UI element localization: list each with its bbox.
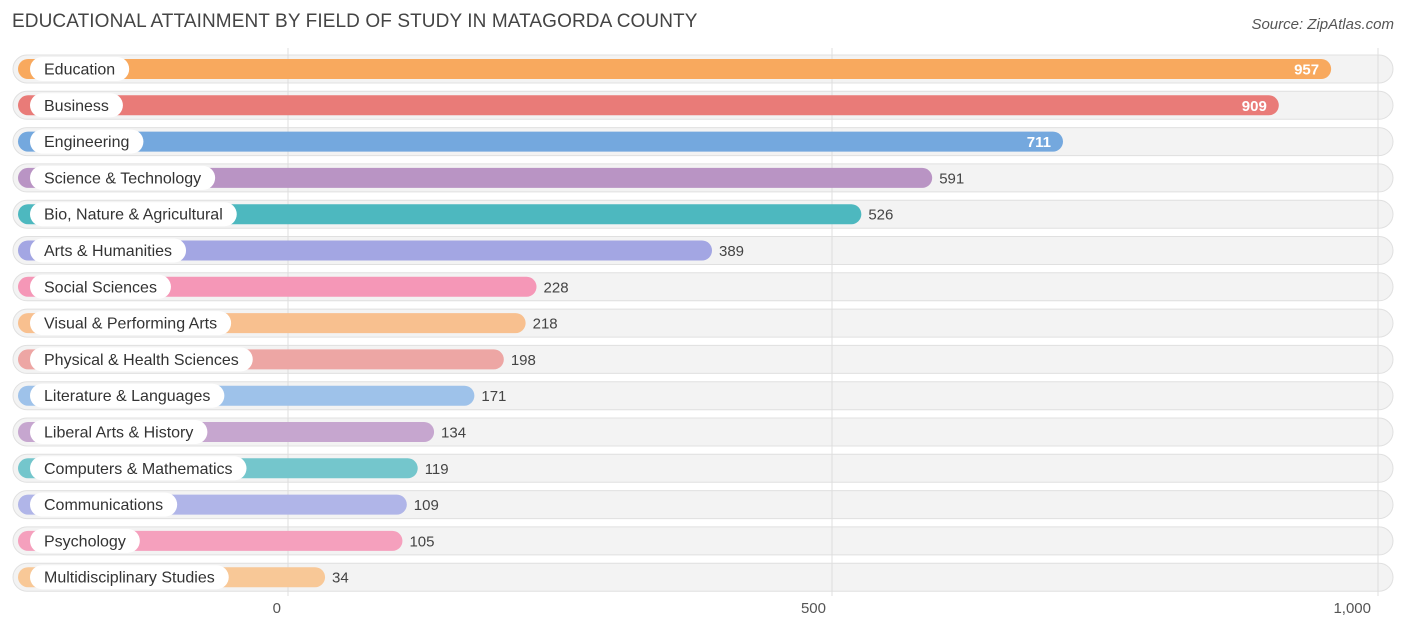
value-label: 526 [868, 207, 893, 224]
value-label: 957 [1294, 62, 1319, 79]
bar [18, 95, 1279, 116]
value-label: 389 [719, 243, 744, 260]
category-label: Psychology [44, 533, 126, 550]
category-label-pill [30, 347, 253, 372]
value-label: 109 [414, 497, 439, 514]
x-tick-label: 0 [273, 600, 281, 617]
bar-row: Multidisciplinary Studies 34 [12, 562, 1394, 592]
category-label: Visual & Performing Arts [44, 316, 217, 333]
category-label-pill [30, 492, 178, 517]
value-label: 218 [533, 316, 558, 333]
bars: Education 957 Business 909 Engineering 711 Sci… [12, 54, 1394, 592]
category-label: Education [44, 62, 115, 79]
value-label: 198 [511, 352, 536, 369]
category-label-pill [30, 383, 225, 408]
category-label-pill [30, 311, 232, 336]
value-label: 134 [441, 425, 466, 442]
category-label-pill [30, 57, 130, 81]
category-label: Engineering [44, 134, 129, 151]
bar-row: Visual & Performing Arts 218 [12, 308, 1394, 338]
category-label: Bio, Nature & Agricultural [44, 207, 223, 224]
bar-row: Engineering 711 [12, 127, 1394, 157]
x-axis: 0 500 1,000 [273, 600, 1371, 617]
category-label: Multidisciplinary Studies [44, 570, 215, 587]
x-tick-label: 1,000 [1333, 600, 1371, 617]
bar-row: Education 957 [12, 54, 1394, 84]
category-label: Communications [44, 497, 163, 514]
bar-row: Physical & Health Sciences 198 [12, 344, 1394, 374]
bar-row: Literature & Languages 171 [12, 381, 1394, 411]
chart-title: EDUCATIONAL ATTAINMENT BY FIELD OF STUDY… [12, 11, 698, 32]
value-label: 171 [481, 388, 506, 405]
bar-row: Social Sciences 228 [12, 272, 1394, 302]
category-label: Liberal Arts & History [44, 425, 193, 442]
x-tick-label: 500 [801, 600, 826, 617]
bar-row: Science & Technology 591 [12, 163, 1394, 193]
category-label-pill [30, 420, 208, 444]
bar-row: Business 909 [12, 90, 1394, 120]
bar-row: Bio, Nature & Agricultural 526 [12, 199, 1394, 229]
category-label-pill [30, 202, 237, 227]
bar-row: Communications 109 [12, 490, 1394, 520]
source-label: Source: ZipAtlas.com [1251, 16, 1394, 33]
category-label-pill [30, 93, 123, 118]
value-label: 228 [544, 279, 569, 296]
category-label: Arts & Humanities [44, 243, 172, 260]
bar [18, 59, 1332, 79]
bar [18, 240, 713, 261]
value-label: 591 [939, 170, 964, 187]
bar-row: Arts & Humanities 389 [12, 236, 1394, 265]
category-label-pill [30, 165, 216, 190]
category-label: Literature & Languages [44, 388, 210, 405]
bar [18, 131, 1063, 152]
value-label: 105 [409, 533, 434, 550]
bar-track [12, 562, 1394, 592]
category-label: Social Sciences [44, 279, 157, 296]
bar [18, 167, 933, 188]
value-label: 119 [425, 461, 449, 478]
bar-row: Computers & Mathematics 119 [12, 453, 1394, 483]
category-label-pill [30, 274, 171, 299]
category-label: Physical & Health Sciences [44, 352, 239, 369]
bar-row: Liberal Arts & History 134 [12, 417, 1394, 447]
category-label-pill [30, 238, 187, 263]
value-label: 34 [332, 570, 349, 587]
value-label: 909 [1242, 98, 1267, 115]
category-label-pill [30, 528, 140, 553]
category-label-pill [30, 456, 247, 481]
category-label: Science & Technology [44, 170, 201, 187]
category-label: Computers & Mathematics [44, 461, 233, 478]
category-label: Business [44, 98, 109, 115]
value-label: 711 [1027, 134, 1051, 151]
category-label-pill [30, 129, 144, 154]
bar-row: Psychology 105 [12, 526, 1394, 556]
category-label-pill [30, 565, 229, 590]
